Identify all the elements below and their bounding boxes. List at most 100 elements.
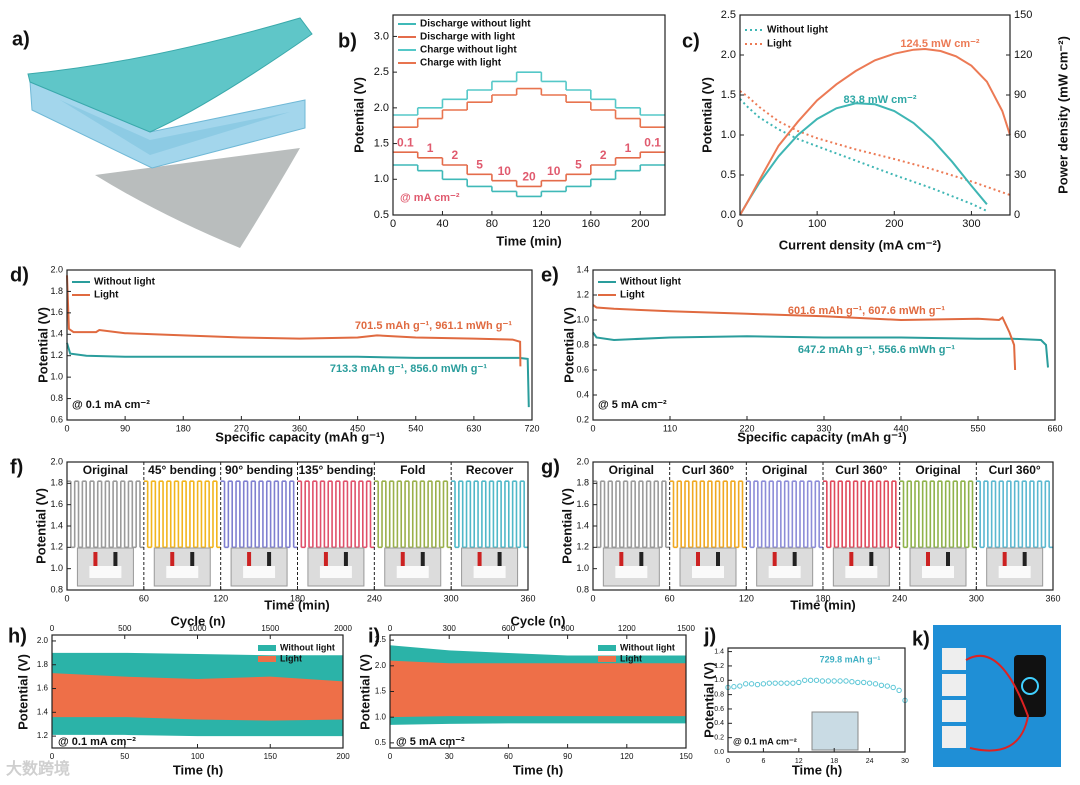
x-tick-label: 18 xyxy=(830,758,838,765)
device xyxy=(692,566,724,578)
y-tick-label: 0.2 xyxy=(714,734,724,741)
y-tick-label: 1.8 xyxy=(576,478,589,488)
clip-red xyxy=(323,552,328,566)
line xyxy=(739,90,1011,196)
x2-tick-label: 0 xyxy=(388,624,393,633)
point xyxy=(760,681,767,687)
x-tick-label: 110 xyxy=(663,423,677,433)
x-tick-label: 150 xyxy=(264,752,278,761)
y-tick-label: 1.6 xyxy=(50,499,63,509)
device xyxy=(942,674,966,696)
point xyxy=(831,678,837,684)
point xyxy=(843,678,849,684)
x-tick-label: 0 xyxy=(64,423,69,433)
x-tick-label: 180 xyxy=(815,593,830,603)
annotation: @ mA cm⁻² xyxy=(400,192,460,204)
y-tick-label: 1.0 xyxy=(50,372,63,382)
line xyxy=(592,304,1017,371)
x-tick-label: 90 xyxy=(120,423,130,433)
legend-swatch xyxy=(258,656,276,662)
y2-tick-label: 0 xyxy=(1014,209,1020,221)
y-tick-label: 1.6 xyxy=(576,499,589,509)
x2-tick-label: 1000 xyxy=(189,624,207,633)
annotation: 124.5 mW cm⁻² xyxy=(900,38,980,50)
y-tick-label: 2.0 xyxy=(576,456,589,466)
segment-label: 90° bending xyxy=(225,463,293,477)
point xyxy=(784,680,790,686)
point xyxy=(743,681,749,687)
panel-label: k) xyxy=(912,628,930,650)
x-tick-label: 200 xyxy=(631,218,649,230)
x-tick-label: 40 xyxy=(436,218,448,230)
legend-label: Charge with light xyxy=(420,58,502,69)
x-axis-label: Time (min) xyxy=(264,597,330,612)
x-axis-label: Time (h) xyxy=(513,762,563,777)
gel-texture xyxy=(60,100,290,155)
point xyxy=(766,680,772,686)
device xyxy=(396,566,429,578)
line xyxy=(739,98,988,212)
y-tick-label: 0.4 xyxy=(576,389,589,399)
y-tick-label: 1.5 xyxy=(374,137,389,149)
point xyxy=(890,684,896,691)
y-tick-label: 1.0 xyxy=(721,129,736,141)
device xyxy=(319,566,352,578)
y-tick-label: 1.2 xyxy=(576,289,589,299)
panel-label: h) xyxy=(8,625,27,647)
device xyxy=(942,700,966,722)
x-tick-label: 0 xyxy=(388,752,393,761)
y-tick-label: 1.0 xyxy=(374,173,389,185)
y-tick-label: 2.5 xyxy=(374,66,389,78)
annotation: 713.3 mAh g⁻¹, 856.0 mWh g⁻¹ xyxy=(330,363,487,375)
clip-red xyxy=(170,552,175,566)
legend-swatch xyxy=(258,645,276,651)
annotation: 701.5 mAh g⁻¹, 961.1 mWh g⁻¹ xyxy=(355,320,512,332)
y-tick-label: 1.4 xyxy=(576,520,589,530)
y-axis-label: Potential (V) xyxy=(357,654,372,730)
x-tick-label: 120 xyxy=(739,593,754,603)
annotation: @ 5 mA cm⁻² xyxy=(598,399,667,411)
point xyxy=(825,678,831,684)
y-tick-label: 1.4 xyxy=(50,520,63,530)
x-tick-label: 550 xyxy=(970,423,985,433)
band xyxy=(390,660,686,718)
y-tick-label: 0.6 xyxy=(576,364,589,374)
x2-tick-label: 1500 xyxy=(677,624,695,633)
legend-label: Without light xyxy=(767,25,829,36)
y-tick-label: 0.8 xyxy=(50,393,63,403)
x-tick-label: 450 xyxy=(350,423,365,433)
clip-red xyxy=(93,552,98,566)
legend-label: Discharge with light xyxy=(420,32,516,43)
x-tick-label: 300 xyxy=(444,593,459,603)
device xyxy=(615,566,648,578)
x2-tick-label: 0 xyxy=(50,624,55,633)
segment-label: 45° bending xyxy=(148,463,216,477)
y-tick-label: 1.5 xyxy=(375,687,387,696)
line xyxy=(739,47,1011,216)
point xyxy=(872,681,879,687)
y-tick-label: 2.5 xyxy=(375,635,387,644)
y-tick-label: 2.0 xyxy=(50,264,63,274)
x-tick-label: 540 xyxy=(408,423,423,433)
panel-label: c) xyxy=(682,30,700,52)
clip-red xyxy=(926,552,930,566)
plot-frame xyxy=(66,269,533,421)
point xyxy=(802,677,808,683)
legend-label: Charge without light xyxy=(420,45,517,56)
clip-red xyxy=(849,552,854,566)
legend-label: Discharge without light xyxy=(420,19,531,30)
x-tick-label: 12 xyxy=(795,758,803,765)
x-tick-label: 180 xyxy=(176,423,191,433)
x-tick-label: 180 xyxy=(290,593,305,603)
device xyxy=(768,566,801,578)
clip-black xyxy=(792,552,797,566)
y-tick-label: 0.8 xyxy=(576,339,589,349)
clip-red xyxy=(400,552,405,566)
point xyxy=(731,684,737,690)
line xyxy=(592,331,1049,368)
point xyxy=(796,679,802,686)
y-tick-label: 1.2 xyxy=(50,542,63,552)
legend-label: Without light xyxy=(280,642,335,652)
annotation: 729.8 mAh g⁻¹ xyxy=(820,654,881,664)
